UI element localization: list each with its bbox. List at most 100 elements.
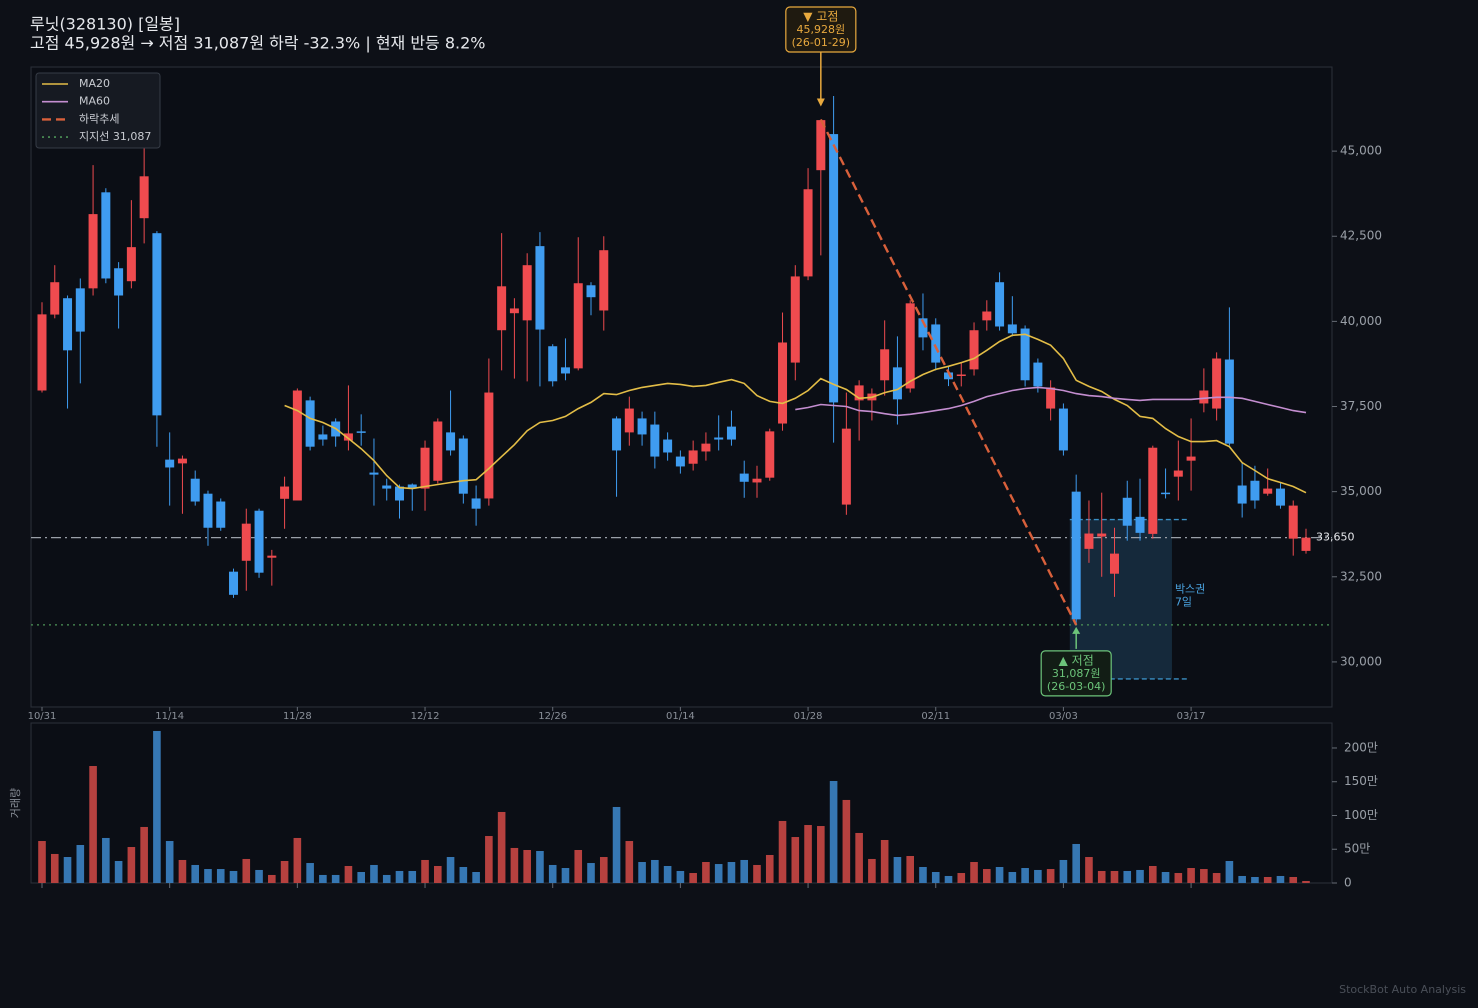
volume-bar: [995, 867, 1004, 883]
candle-body: [650, 424, 660, 457]
legend-label: 하락추세: [79, 111, 119, 125]
series-line: [819, 118, 1078, 626]
y-tick-label: 30,000: [1340, 654, 1382, 668]
volume-bar: [740, 859, 749, 883]
volume-bar: [983, 869, 991, 883]
volume-bar: [842, 799, 851, 883]
candle-body: [382, 485, 392, 489]
volume-bar: [63, 857, 72, 883]
candle-body: [216, 501, 226, 528]
volume-bar: [893, 857, 902, 883]
volume-bar: [408, 870, 417, 883]
candle-body: [318, 434, 328, 440]
candle-body: [701, 443, 711, 452]
candle-body: [829, 134, 839, 403]
candle-body: [548, 346, 558, 382]
candle-body: [75, 288, 85, 332]
series-line: [795, 386, 1307, 417]
volume-bar: [204, 869, 212, 883]
volume-bar: [1059, 859, 1068, 883]
volume-bar: [599, 857, 608, 883]
volume-bar: [370, 864, 378, 883]
candle-body: [126, 247, 136, 282]
candle-body: [177, 458, 187, 464]
volume-bar: [880, 839, 889, 883]
volume-bar: [727, 862, 736, 883]
series-line: [284, 333, 1307, 494]
volume-bar: [714, 864, 723, 883]
volume-bar: [497, 811, 506, 883]
annotation-text: ▲ 저점: [1059, 653, 1094, 667]
volume-bar: [638, 862, 646, 883]
volume-panel: [30, 722, 1333, 884]
volume-bar: [510, 847, 519, 883]
annotation-arrowhead: [1072, 626, 1081, 634]
candle-body: [765, 431, 775, 478]
chart-subtitle: 고점 45,928원 → 저점 31,087원 하락 -32.3% | 현재 반…: [30, 34, 486, 53]
candle-body: [905, 303, 915, 389]
volume-bar: [1085, 857, 1093, 883]
volume-bar: [114, 860, 123, 883]
volume-bar: [76, 844, 85, 883]
x-tick-label: 11/28: [283, 711, 312, 722]
candle-body: [892, 367, 902, 400]
candle-body: [1058, 408, 1068, 451]
x-tick-label: 03/17: [1177, 711, 1206, 722]
volume-bar: [1110, 870, 1119, 883]
x-tick-label: 01/28: [794, 711, 823, 722]
legend-label: 지지선 31,087: [79, 130, 151, 143]
volume-bar: [1136, 869, 1144, 883]
candle-body: [714, 437, 724, 440]
candle-body: [1122, 497, 1132, 526]
candle-body: [1084, 533, 1094, 549]
price-panel: [30, 66, 1333, 708]
volume-bar: [1034, 869, 1042, 883]
volume-bar: [1238, 875, 1246, 883]
volume-bar: [1008, 871, 1017, 883]
volume-bar: [293, 837, 302, 883]
volume-bar: [1302, 880, 1310, 883]
candle-body: [509, 308, 519, 314]
volume-bar: [153, 730, 161, 883]
candle-body: [484, 392, 494, 499]
volume-bar: [931, 871, 940, 883]
y-tick-label: 150만: [1344, 774, 1378, 788]
volume-bar: [868, 858, 876, 883]
volume-bar: [765, 854, 774, 883]
candle-body: [420, 447, 430, 489]
candle-body: [1148, 447, 1158, 534]
volume-bar: [778, 820, 787, 883]
candle-body: [599, 250, 609, 311]
candle-body: [752, 478, 762, 483]
candle-body: [1173, 470, 1183, 477]
box-label: 7일: [1175, 594, 1192, 608]
volume-bar: [1276, 875, 1285, 883]
volume-bar: [625, 841, 634, 883]
candle-body: [1288, 505, 1298, 539]
candle-body: [50, 282, 60, 315]
y-tick-label: 42,500: [1340, 229, 1382, 243]
candle-body: [816, 120, 826, 171]
volume-bar: [268, 874, 276, 883]
candle-body: [1275, 488, 1285, 506]
volume-bar: [574, 849, 583, 883]
legend-label: MA60: [79, 95, 110, 108]
chart-title: 루닛(328130) [일봉]: [30, 15, 180, 34]
volume-bar: [344, 865, 353, 883]
volume-bar: [319, 874, 327, 883]
x-tick-label: 03/03: [1049, 711, 1078, 722]
candle-body: [854, 385, 864, 401]
candle-body: [190, 478, 200, 502]
volume-bar: [38, 841, 46, 883]
candle-body: [305, 400, 315, 447]
volume-bar: [216, 869, 225, 883]
y-tick-label: 37,500: [1340, 399, 1382, 413]
candle-body: [165, 459, 175, 468]
y-tick-label: 50만: [1344, 842, 1370, 856]
candle-body: [1071, 491, 1081, 620]
candle-body: [778, 342, 788, 424]
volume-bar: [485, 836, 493, 883]
